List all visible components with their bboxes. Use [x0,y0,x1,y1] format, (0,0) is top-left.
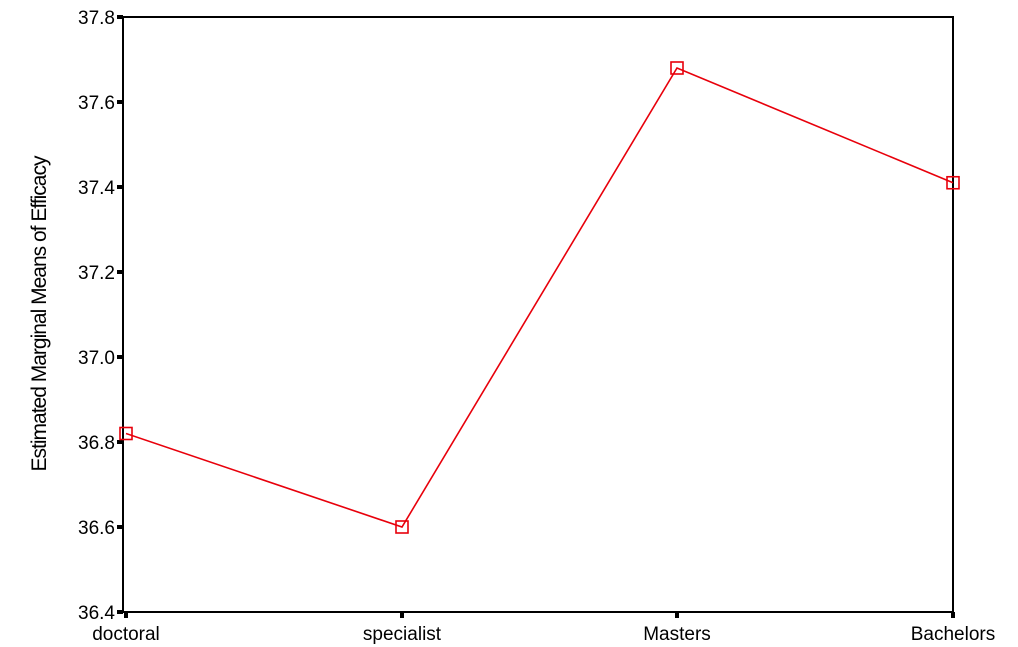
x-tick-label: doctoral [92,624,160,645]
x-tick-label: Masters [643,624,711,645]
y-tick-label: 36.6 [78,518,115,539]
x-axis: doctoral specialist Masters Bachelors [92,612,995,645]
plot-frame [122,16,954,613]
y-tick-label: 37.4 [78,178,115,199]
y-tick-label: 37.8 [78,8,115,29]
y-tick-label: 37.2 [78,263,115,284]
y-tick-label: 37.0 [78,348,115,369]
y-tick-label: 37.6 [78,93,115,114]
data-point-marker [119,426,133,441]
series-layer [119,61,960,534]
data-point-marker [395,520,409,534]
data-point-marker [946,175,960,190]
y-tick-label: 36.8 [78,433,115,454]
y-axis-title: Estimated Marginal Means of Efficacy [28,155,51,471]
data-point-marker [670,61,684,75]
y-axis: 36.4 36.6 36.8 37.0 37.2 37.4 37.6 37.8 [78,8,123,624]
x-tick-label: Bachelors [911,624,996,645]
y-tick-label: 36.4 [78,603,115,624]
series-line [125,66,954,528]
x-tick-label: specialist [363,624,442,645]
